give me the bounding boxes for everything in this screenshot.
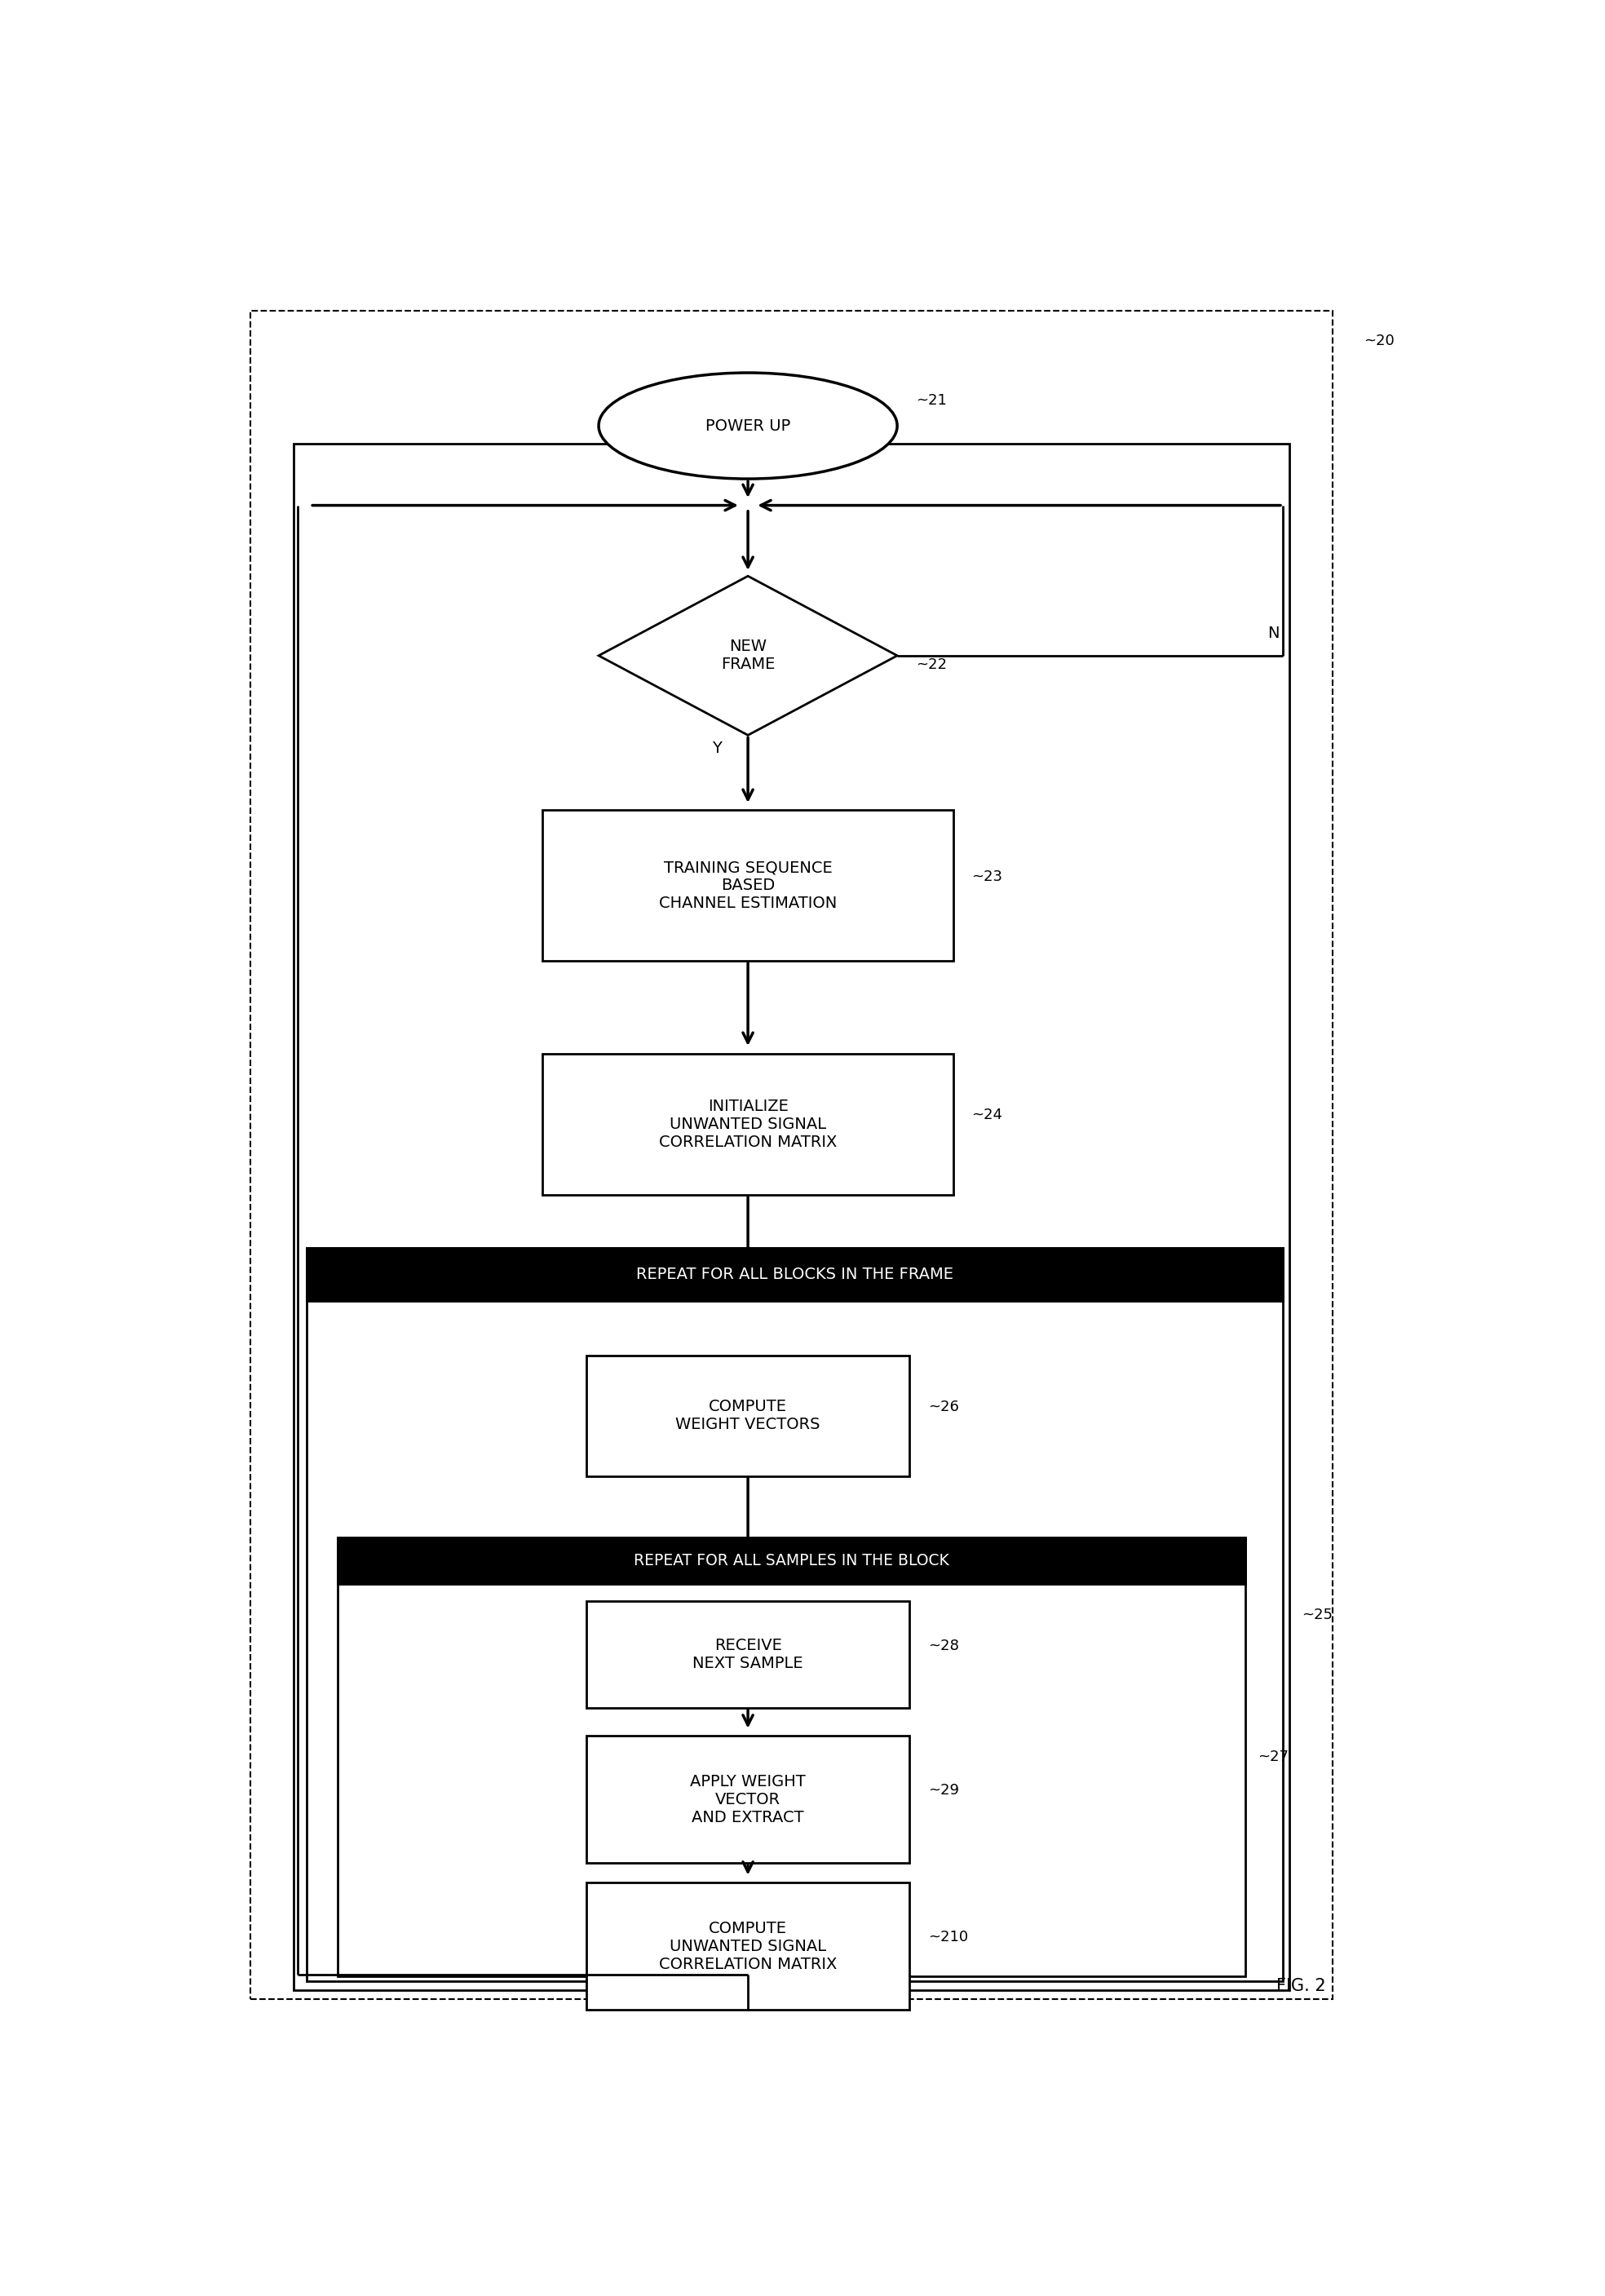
Text: POWER UP: POWER UP <box>706 418 790 434</box>
Text: ~25: ~25 <box>1302 1607 1332 1621</box>
Text: COMPUTE
UNWANTED SIGNAL
CORRELATION MATRIX: COMPUTE UNWANTED SIGNAL CORRELATION MATR… <box>660 1919 836 1972</box>
Polygon shape <box>599 576 897 735</box>
Text: ~210: ~210 <box>928 1931 968 1945</box>
Text: ~27: ~27 <box>1258 1750 1289 1763</box>
Text: ~24: ~24 <box>973 1109 1003 1123</box>
Text: INITIALIZE
UNWANTED SIGNAL
CORRELATION MATRIX: INITIALIZE UNWANTED SIGNAL CORRELATION M… <box>660 1097 836 1150</box>
Bar <box>250 310 1332 2000</box>
Text: ~23: ~23 <box>973 870 1003 884</box>
Text: ~28: ~28 <box>928 1639 960 1653</box>
Text: ~29: ~29 <box>928 1784 960 1798</box>
Text: ~20: ~20 <box>1364 333 1395 349</box>
Bar <box>337 1538 1245 1584</box>
Bar <box>294 443 1289 1991</box>
Bar <box>337 1538 1245 1977</box>
Bar <box>586 1883 910 2009</box>
Text: Y: Y <box>713 742 722 755</box>
Text: N: N <box>1268 627 1279 641</box>
Bar <box>586 1355 910 1476</box>
Text: ~22: ~22 <box>916 657 947 673</box>
Text: REPEAT FOR ALL SAMPLES IN THE BLOCK: REPEAT FOR ALL SAMPLES IN THE BLOCK <box>634 1552 949 1568</box>
Bar <box>586 1603 910 1708</box>
Text: RECEIVE
NEXT SAMPLE: RECEIVE NEXT SAMPLE <box>693 1637 802 1671</box>
Bar <box>307 1249 1282 1302</box>
Bar <box>586 1736 910 1862</box>
Text: REPEAT FOR ALL BLOCKS IN THE FRAME: REPEAT FOR ALL BLOCKS IN THE FRAME <box>636 1267 953 1281</box>
Text: FIG. 2: FIG. 2 <box>1276 1977 1326 1993</box>
Bar <box>542 1054 953 1194</box>
Text: APPLY WEIGHT
VECTOR
AND EXTRACT: APPLY WEIGHT VECTOR AND EXTRACT <box>690 1775 806 1825</box>
Bar <box>542 810 953 960</box>
Text: COMPUTE
WEIGHT VECTORS: COMPUTE WEIGHT VECTORS <box>676 1398 820 1433</box>
Text: NEW
FRAME: NEW FRAME <box>721 638 775 673</box>
Text: ~26: ~26 <box>928 1401 960 1414</box>
Text: ~21: ~21 <box>916 393 947 409</box>
Text: TRAINING SEQUENCE
BASED
CHANNEL ESTIMATION: TRAINING SEQUENCE BASED CHANNEL ESTIMATI… <box>660 859 836 912</box>
Ellipse shape <box>599 372 897 480</box>
Bar <box>307 1249 1282 1981</box>
